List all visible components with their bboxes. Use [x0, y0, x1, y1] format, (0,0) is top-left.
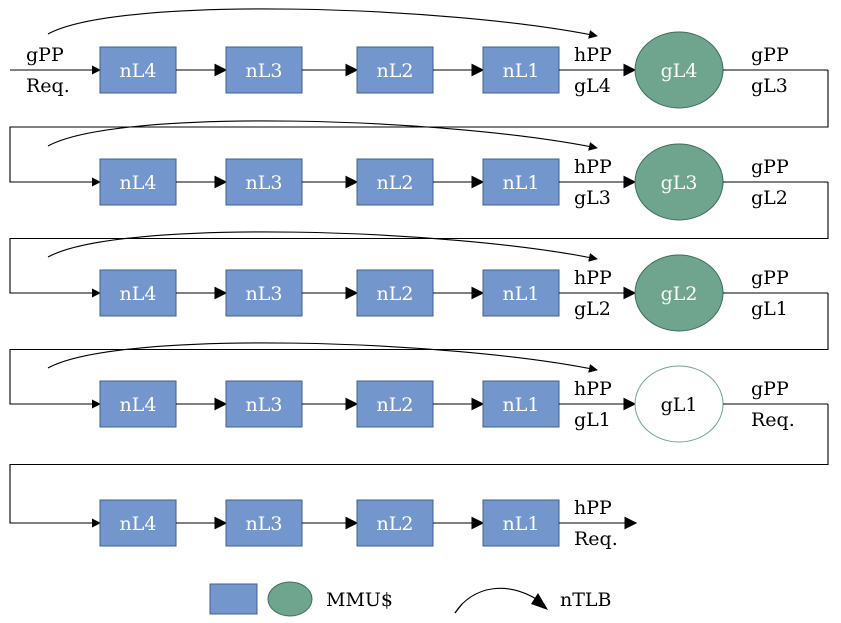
ntlb-level-label: nL4	[120, 394, 157, 416]
ntlb-bypass-arc	[47, 342, 598, 373]
ntlb-level-box	[225, 269, 303, 317]
mmu-cache-label: gL2	[661, 283, 698, 305]
row-return-connector	[9, 293, 829, 409]
walk-row: gPP Req. nL4 nL3 nL2 nL1 gL4 gPP gL3 hPP gL4	[10, 8, 828, 109]
circle-output-label: gPP	[751, 378, 789, 400]
ntlb-level-label: nL4	[120, 60, 157, 82]
ntlb-level-box	[99, 380, 177, 428]
walk-step-label: Req.	[574, 528, 618, 550]
ntlb-level-label: nL1	[503, 394, 540, 416]
ntlb-level-label: nL4	[120, 172, 157, 194]
row-return-connector	[9, 182, 829, 298]
row-return-connector	[9, 70, 829, 187]
legend: MMU$ nTLB	[209, 581, 612, 617]
walk-step-label: gL1	[574, 409, 611, 431]
ntlb-level-label: nL2	[377, 394, 414, 416]
mmu-cache-label: gL4	[661, 60, 698, 82]
ntlb-level-label: nL4	[120, 283, 157, 305]
ntlb-level-box	[99, 269, 177, 317]
ntlb-level-label: nL1	[503, 513, 540, 535]
mmu-cache-label: gL1	[661, 394, 698, 416]
ntlb-level-label: nL2	[377, 283, 414, 305]
ntlb-level-label: nL3	[246, 283, 283, 305]
ntlb-bypass-arc	[47, 8, 598, 39]
ntlb-level-label: nL3	[246, 60, 283, 82]
walk-rows: gPP Req. nL4 nL3 nL2 nL1 gL4 gPP gL3 hPP gL4 nL4 nL3…	[9, 8, 829, 550]
ntlb-level-label: nL1	[503, 172, 540, 194]
mmu-cache-label: gL3	[661, 172, 698, 194]
circle-output-label: Req.	[751, 409, 795, 431]
ntlb-level-box	[482, 499, 560, 547]
ntlb-level-label: nL2	[377, 513, 414, 535]
legend-ntlb-arrowhead	[531, 593, 548, 610]
ntlb-level-label: nL2	[377, 172, 414, 194]
ntlb-level-box	[482, 158, 560, 206]
circle-output-label: gL2	[751, 187, 788, 209]
walk-step-label: hPP	[574, 378, 612, 400]
ntlb-level-box	[356, 380, 434, 428]
circle-output-label: gL1	[751, 298, 788, 320]
ntlb-level-label: nL3	[246, 513, 283, 535]
walk-step-label: gL3	[574, 187, 611, 209]
ntlb-level-label: nL1	[503, 60, 540, 82]
ntlb-level-label: nL2	[377, 60, 414, 82]
legend-ntlb-arc-dash	[454, 603, 463, 614]
circle-output-label: gL3	[751, 75, 788, 97]
walk-row: nL4 nL3 nL2 nL1 gL2 gPP gL1 hPP gL2	[9, 182, 829, 332]
walk-step-label: hPP	[574, 497, 612, 519]
ntlb-bypass-arc	[47, 120, 598, 151]
ntlb-level-box	[482, 46, 560, 94]
circle-output-label: gPP	[751, 156, 789, 178]
walk-step-label: hPP	[574, 44, 612, 66]
ntlb-level-box	[482, 380, 560, 428]
walk-step-label: hPP	[574, 156, 612, 178]
ntlb-level-box	[356, 499, 434, 547]
walk-step-label: gL4	[574, 75, 611, 97]
ntlb-level-box	[225, 499, 303, 547]
walk-row: nL4 nL3 nL2 nL1 gL1 gPP Req. hPP gL1	[9, 293, 829, 443]
legend-mmu-circle	[267, 581, 313, 617]
ntlb-level-label: nL3	[246, 172, 283, 194]
ntlb-level-box	[99, 158, 177, 206]
legend-ntlb-label: nTLB	[560, 589, 612, 611]
legend-mmu-box	[209, 583, 258, 615]
ntlb-level-box	[99, 499, 177, 547]
circle-output-label: gPP	[751, 44, 789, 66]
row-input-label: Req.	[26, 75, 70, 97]
ntlb-level-label: nL4	[120, 513, 157, 535]
walk-row: nL4 nL3 nL2 nL1 gL3 gPP gL2 hPP gL3	[9, 70, 829, 221]
walk-step-label: gL2	[574, 298, 611, 320]
row-input-label: gPP	[26, 44, 64, 66]
ntlb-level-box	[356, 269, 434, 317]
ntlb-level-label: nL1	[503, 283, 540, 305]
ntlb-level-box	[356, 46, 434, 94]
ntlb-level-box	[482, 269, 560, 317]
ntlb-bypass-arc	[47, 231, 598, 262]
legend-mmu-label: MMU$	[326, 589, 393, 611]
circle-output-label: gPP	[751, 267, 789, 289]
legend-ntlb-arc	[454, 587, 546, 614]
walk-step-label: hPP	[574, 267, 612, 289]
ntlb-level-box	[225, 46, 303, 94]
ntlb-level-label: nL3	[246, 394, 283, 416]
row-return-connector	[9, 404, 829, 528]
walk-row: nL4 nL3 nL2 nL1 hPP Req.	[9, 404, 829, 550]
